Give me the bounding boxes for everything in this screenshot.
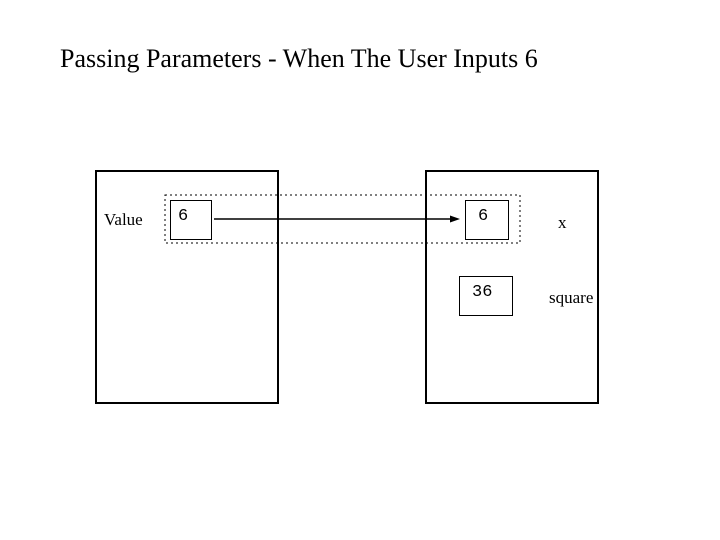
x-value: 6: [478, 207, 488, 226]
source-value: 6: [178, 207, 188, 226]
square-label: square: [549, 288, 593, 308]
value-label: Value: [104, 210, 143, 230]
slide-title: Passing Parameters - When The User Input…: [60, 44, 538, 74]
source-value-cell: [170, 200, 212, 240]
x-label: x: [558, 213, 567, 233]
square-value: 36: [472, 283, 492, 302]
